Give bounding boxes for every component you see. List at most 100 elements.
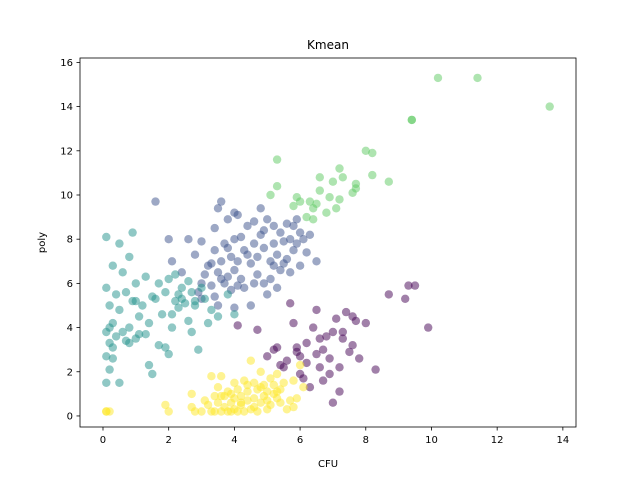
scatter-point-cluster-1-47 — [269, 221, 278, 231]
scatter-point-cluster-2-21 — [128, 228, 137, 237]
x-axis-ticks: 0 2 4 6 8 10 12 14 — [100, 427, 569, 446]
scatter-point-cluster-0-26 — [335, 387, 344, 396]
scatter-point-cluster-3-15 — [328, 177, 338, 186]
scatter-point-cluster-1-46 — [266, 274, 275, 284]
scatter-point-cluster-0-25 — [332, 314, 341, 323]
scatter-point-cluster-1-29 — [236, 274, 246, 284]
scatter-point-cluster-2-36 — [164, 349, 173, 359]
scatter-point-cluster-3-3 — [289, 201, 298, 211]
scatter-point-cluster-1-24 — [230, 265, 239, 275]
scatter-point-cluster-0-0 — [233, 321, 242, 330]
scatter-point-cluster-0-41 — [276, 360, 285, 370]
scatter-point-cluster-3-8 — [309, 215, 318, 224]
x-axis-label: CFU — [318, 459, 338, 470]
scatter-point-cluster-1-69 — [217, 274, 226, 284]
scatter-point-cluster-2-47 — [194, 345, 203, 354]
scatter-point-cluster-1-42 — [259, 243, 269, 253]
scatter-point-cluster-1-18 — [223, 215, 232, 224]
scatter-point-cluster-4-64 — [236, 398, 246, 407]
scatter-point-cluster-2-13 — [115, 239, 124, 248]
scatter-point-cluster-0-23 — [328, 327, 338, 337]
y-tick-label: 0 — [67, 411, 73, 422]
scatter-point-cluster-4-31 — [236, 391, 246, 401]
scatter-point-cluster-4-10 — [203, 400, 213, 410]
scatter-point-cluster-4-35 — [243, 387, 252, 396]
scatter-point-cluster-3-7 — [305, 197, 315, 206]
scatter-point-cluster-0-30 — [345, 347, 354, 357]
scatter-point-cluster-2-40 — [174, 303, 183, 312]
scatter-point-cluster-0-2 — [263, 352, 272, 361]
scatter-point-cluster-4-36 — [246, 356, 255, 365]
plot-area — [80, 58, 576, 427]
scatter-point-cluster-2-56 — [161, 343, 170, 352]
scatter-point-cluster-0-16 — [312, 349, 321, 359]
scatter-point-cluster-4-69 — [217, 391, 226, 401]
scatter-point-cluster-2-50 — [203, 318, 213, 328]
scatter-point-cluster-0-14 — [305, 383, 315, 392]
scatter-point-cluster-1-71 — [233, 281, 242, 290]
scatter-point-cluster-0-44 — [348, 312, 357, 321]
scatter-point-cluster-0-17 — [312, 305, 321, 315]
scatter-point-cluster-3-24 — [368, 148, 377, 158]
chart-title: Kmean — [307, 38, 349, 52]
scatter-point-cluster-0-36 — [384, 290, 393, 299]
scatter-point-cluster-3-1 — [272, 182, 282, 191]
scatter-point-cluster-4-2 — [105, 407, 114, 416]
scatter-point-cluster-4-11 — [207, 372, 216, 381]
scatter-point-cluster-2-32 — [154, 279, 163, 288]
x-tick-label: 0 — [100, 435, 106, 446]
scatter-point-cluster-2-65 — [131, 296, 140, 306]
scatter-point-cluster-4-29 — [233, 385, 242, 394]
scatter-point-cluster-3-31 — [545, 102, 554, 111]
scatter-point-cluster-4-14 — [210, 407, 219, 416]
x-tick-label: 10 — [425, 435, 438, 446]
scatter-point-cluster-2-38 — [171, 296, 180, 306]
scatter-point-cluster-4-39 — [249, 394, 259, 403]
scatter-point-cluster-1-26 — [233, 257, 242, 266]
scatter-point-cluster-1-73 — [249, 279, 259, 288]
scatter-point-cluster-1-65 — [305, 230, 315, 239]
scatter-point-cluster-2-1 — [102, 283, 111, 292]
scatter-point-cluster-0-33 — [355, 354, 364, 363]
scatter-point-cluster-2-0 — [102, 232, 111, 242]
scatter-point-cluster-1-59 — [289, 221, 298, 231]
x-tick-label: 12 — [491, 435, 504, 446]
scatter-point-cluster-1-12 — [213, 204, 223, 213]
scatter-point-cluster-1-4 — [184, 235, 193, 244]
scatter-point-cluster-3-28 — [407, 115, 416, 125]
scatter-point-cluster-2-7 — [105, 365, 114, 374]
scatter-point-cluster-1-1 — [164, 235, 173, 244]
scatter-point-cluster-2-34 — [161, 288, 170, 297]
scatter-point-cluster-2-44 — [187, 327, 196, 337]
scatter-point-cluster-4-34 — [243, 396, 252, 405]
scatter-point-cluster-1-27 — [233, 210, 242, 220]
scatter-point-cluster-2-27 — [141, 272, 150, 281]
scatter-point-cluster-4-63 — [299, 383, 308, 392]
scatter-point-cluster-4-62 — [295, 360, 305, 370]
scatter-point-cluster-4-55 — [276, 398, 285, 407]
scatter-point-cluster-1-34 — [246, 301, 255, 310]
scatter-point-cluster-4-68 — [263, 396, 272, 405]
scatter-point-cluster-2-29 — [148, 369, 157, 379]
scatter-point-cluster-2-15 — [115, 378, 124, 387]
scatter-point-cluster-2-12 — [111, 332, 121, 341]
scatter-point-cluster-1-53 — [279, 237, 288, 246]
scatter-point-cluster-4-70 — [256, 383, 265, 392]
scatter-point-cluster-2-14 — [115, 305, 124, 315]
scatter-point-cluster-2-17 — [121, 288, 131, 297]
scatter-point-cluster-0-27 — [335, 363, 344, 372]
axes-frame — [79, 57, 577, 428]
scatter-point-cluster-3-17 — [335, 164, 344, 173]
scatter-point-cluster-1-5 — [190, 250, 200, 259]
scatter-point-cluster-3-12 — [315, 173, 324, 182]
x-tick-label: 4 — [231, 435, 237, 446]
scatter-point-cluster-3-25 — [368, 170, 377, 180]
scatter-point-cluster-4-3 — [161, 400, 170, 410]
y-axis-label: poly — [37, 232, 48, 253]
scatter-point-cluster-1-19 — [223, 272, 232, 281]
scatter-point-cluster-2-16 — [118, 268, 127, 277]
scatter-point-cluster-2-48 — [197, 283, 206, 292]
scatter-point-cluster-4-25 — [230, 378, 239, 387]
